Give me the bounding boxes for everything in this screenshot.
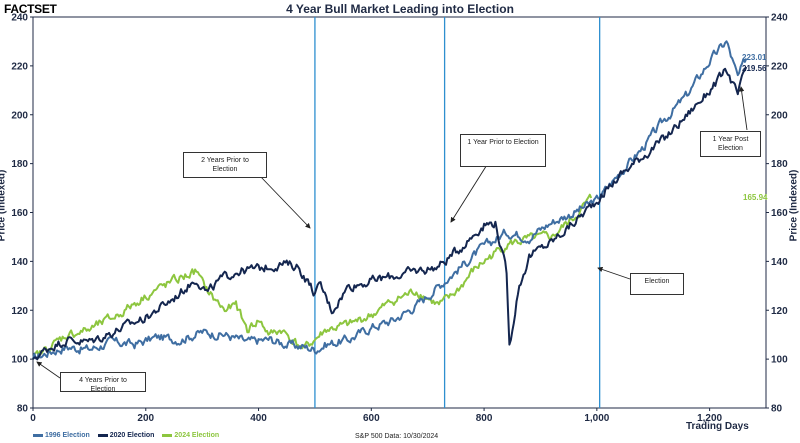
series-line-2020 xyxy=(32,66,748,361)
legend-item-2024: 2024 Election xyxy=(162,432,219,439)
annotation-post-line2: Election xyxy=(718,145,743,153)
series-line-1996 xyxy=(32,40,748,360)
arrow-election xyxy=(597,266,631,280)
end-value-s2024: 165.94 xyxy=(743,193,768,202)
y-tick-label-left: 80 xyxy=(17,404,29,415)
x-tick-label: 400 xyxy=(250,413,267,424)
y-tick-label-right: 140 xyxy=(771,257,788,268)
y-tick-label-left: 240 xyxy=(11,13,28,24)
arrow-post-election xyxy=(738,86,748,131)
annotation-two-years: 2 Years Prior to Election xyxy=(183,152,267,179)
plot-frame xyxy=(32,16,767,409)
chart-title: 4 Year Bull Market Leading into Election xyxy=(286,2,514,16)
arrow-four-years xyxy=(36,361,61,379)
y-tick-label-left: 100 xyxy=(11,355,28,366)
factset-logo: FACTSET xyxy=(4,2,57,16)
y-tick-label-left: 200 xyxy=(11,110,28,121)
x-axis-label: Trading Days xyxy=(686,421,749,432)
legend-label-2024: 2024 Election xyxy=(174,432,220,439)
series-line-2024 xyxy=(32,193,593,360)
x-tick-label: 200 xyxy=(137,413,154,424)
y-tick-label-left: 140 xyxy=(11,257,28,268)
legend-item-2020: 2020 Election xyxy=(97,432,157,439)
y-tick-label-left: 120 xyxy=(11,306,28,317)
arrow-two-years xyxy=(259,175,311,229)
x-tick-label: 0 xyxy=(30,413,36,424)
legend-swatch-1996 xyxy=(33,433,43,437)
y-tick-label-right: 80 xyxy=(771,404,783,415)
legend-label-1996: 1996 Election xyxy=(45,432,90,439)
y-tick-label-right: 100 xyxy=(771,355,788,366)
annotation-one-year: 1 Year Prior to Election xyxy=(460,134,546,167)
legend-label-2020: 2020 Election xyxy=(109,432,155,439)
x-tick-label: 1,000 xyxy=(584,413,609,424)
annotation-post-line1: 1 Year Post xyxy=(712,136,749,143)
arrow-one-year xyxy=(450,159,491,223)
annotation-four-years: 4 Years Prior to Election xyxy=(60,372,146,393)
source-note: S&P 500 Data: 10/30/2024 xyxy=(355,433,439,440)
y-tick-label-right: 160 xyxy=(771,208,788,219)
annotation-election: Election xyxy=(630,273,684,295)
y-tick-label-right: 240 xyxy=(771,13,788,24)
x-tick-label: 600 xyxy=(363,413,380,424)
y-tick-label-right: 200 xyxy=(771,110,788,121)
annotation-post-election: 1 Year Post Election xyxy=(700,131,761,158)
legend-item-1996: 1996 Election xyxy=(33,432,92,439)
y-tick-label-left: 160 xyxy=(11,208,28,219)
x-tick-label: 800 xyxy=(476,413,493,424)
legend-swatch-2024 xyxy=(162,433,173,437)
y-tick-label-left: 180 xyxy=(11,159,28,170)
legend-swatch-2020 xyxy=(97,433,108,437)
end-value-s2020: 219.56 xyxy=(742,64,767,73)
legend: 1996 Election 2020 Election 2024 Electio… xyxy=(33,432,225,439)
y-tick-label-left: 220 xyxy=(11,61,28,72)
y-tick-label-right: 120 xyxy=(771,306,788,317)
y-tick-label-right: 220 xyxy=(771,61,788,72)
end-value-s1996: 223.01 xyxy=(742,53,767,62)
x-tick-label: 1,200 xyxy=(697,413,722,424)
y-tick-label-right: 180 xyxy=(771,159,788,170)
